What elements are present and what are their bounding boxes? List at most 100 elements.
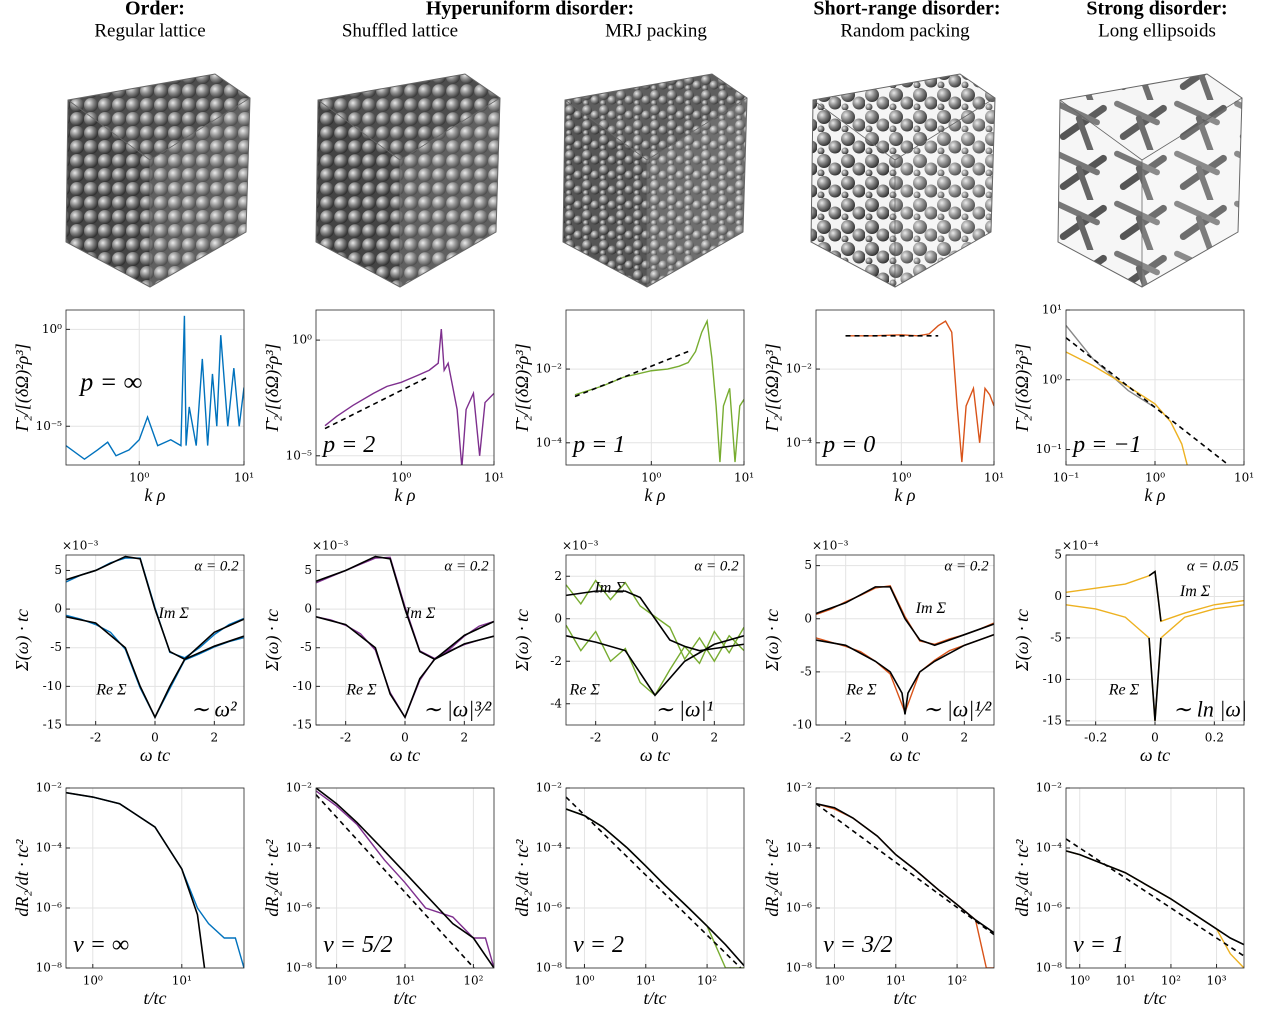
x-tick-label: 2: [461, 731, 469, 745]
chart-panel: 10⁰10¹10²10³10⁻⁸10⁻⁶10⁻⁴10⁻²t/tcdR₂/dt ·…: [1012, 781, 1244, 1009]
y-axis-label: Γ̄₂/[(δΩ)²ρ³]: [12, 343, 33, 432]
annotation: Im Σ: [158, 605, 190, 622]
x-tick-label: -2: [840, 731, 852, 745]
panel-title: MRJ packing: [605, 20, 707, 41]
x-tick-label: -2: [340, 731, 352, 745]
x-tick-label: 10²: [1161, 974, 1181, 988]
y-tick-label: 10⁻⁶: [786, 901, 813, 915]
y-axis-label: Γ̄₂/[(δΩ)²ρ³]: [262, 343, 283, 432]
y-tick-label: 10⁻²: [786, 781, 813, 795]
x-axis-label: ω tc: [390, 745, 420, 765]
annotation: Re Σ: [345, 682, 377, 699]
x-tick-label: 10¹: [172, 974, 192, 988]
y-tick-label: -10: [1043, 672, 1062, 686]
x-tick-label: 10¹: [886, 974, 906, 988]
y-axis-label: Γ̄₂/[(δΩ)²ρ³]: [1012, 343, 1033, 432]
axis-exponent: ×10⁻³: [562, 539, 599, 553]
y-tick-label: -5: [300, 640, 312, 654]
x-tick-label: 10¹: [484, 471, 504, 485]
annotation: ν = 1: [1073, 932, 1124, 958]
y-axis-label: dR₂/dt · tc²: [762, 839, 782, 917]
group-title: Strong disorder:: [1086, 0, 1227, 20]
annotation: α = 0.2: [944, 558, 989, 574]
y-tick-label: 10⁻²: [286, 781, 313, 795]
y-tick-label: 10⁻²: [36, 781, 63, 795]
y-tick-label: -5: [50, 640, 62, 654]
y-tick-label: -5: [800, 664, 812, 678]
x-tick-label: 2: [711, 731, 719, 745]
x-tick-label: 0: [401, 731, 409, 745]
figure: Order: Hyperuniform disorder: Short-rang…: [0, 0, 1276, 1020]
annotation: ν = 2: [573, 932, 624, 958]
x-tick-label: 10¹: [984, 471, 1004, 485]
y-axis-label: Σ(ω) · tc: [262, 609, 283, 672]
x-tick-label: 10⁰: [327, 974, 347, 988]
x-tick-label: 0: [1151, 731, 1159, 745]
structure-render: [1058, 74, 1242, 287]
x-tick-label: 10⁰: [574, 974, 594, 988]
y-tick-label: 0: [304, 602, 312, 616]
y-tick-label: 5: [804, 558, 812, 572]
x-tick-label: 10⁰: [1070, 974, 1090, 988]
y-tick-label: 10⁻⁸: [36, 961, 63, 975]
chart-panel: -0.200.2-15-10-505ω tcΣ(ω) · tc×10⁻⁴α = …: [1012, 539, 1247, 766]
x-axis-label: k ρ: [144, 485, 165, 505]
y-tick-label: 10⁻¹: [1036, 442, 1062, 456]
y-tick-label: 10⁻⁵: [36, 419, 63, 433]
y-tick-label: -15: [1043, 713, 1062, 727]
y-tick-label: 10⁻⁸: [1036, 961, 1063, 975]
panel-title: Long ellipsoids: [1098, 20, 1216, 41]
annotation: α = 0.05: [1187, 558, 1239, 574]
x-tick-label: 10¹: [395, 974, 415, 988]
y-axis-label: Σ(ω) · tc: [512, 609, 533, 672]
y-tick-label: 10⁰: [42, 322, 62, 336]
x-axis-label: k ρ: [644, 485, 665, 505]
y-axis-label: Γ̄₂/[(δΩ)²ρ³]: [762, 343, 783, 432]
y-axis-label: dR₂/dt · tc²: [262, 839, 282, 917]
y-axis-label: dR₂/dt · tc²: [1012, 839, 1032, 917]
x-axis-label: ω tc: [890, 745, 920, 765]
x-tick-label: 0.2: [1205, 731, 1224, 745]
y-tick-label: 5: [54, 563, 62, 577]
x-tick-label: -2: [590, 731, 602, 745]
axis-exponent: ×10⁻³: [812, 539, 849, 553]
annotation: α = 0.2: [694, 558, 739, 574]
x-axis-label: t/tc: [144, 988, 167, 1008]
y-axis-label: Σ(ω) · tc: [762, 609, 783, 672]
annotation: p = 0: [821, 432, 875, 458]
y-tick-label: 10⁻⁶: [286, 901, 313, 915]
y-tick-label: -10: [43, 679, 62, 693]
annotation: p = 2: [321, 432, 375, 458]
x-axis-label: t/tc: [894, 988, 917, 1008]
chart-panel: 10⁰10¹10⁻⁴10⁻²k ρΓ̄₂/[(δΩ)²ρ³]p = 0: [762, 310, 1004, 505]
x-tick-label: 10⁰: [824, 974, 844, 988]
annotation: Re Σ: [845, 682, 877, 699]
y-tick-label: 0: [1054, 589, 1062, 603]
x-tick-label: 10¹: [1234, 471, 1254, 485]
structure-render: [563, 74, 747, 287]
x-axis-label: t/tc: [644, 988, 667, 1008]
structure-render: [66, 74, 250, 287]
y-tick-label: -15: [293, 718, 312, 732]
y-tick-label: -4: [550, 696, 562, 710]
x-tick-label: 10⁰: [891, 471, 911, 485]
y-tick-label: 2: [554, 569, 562, 583]
chart-panel: 10⁰10¹10²10⁻⁸10⁻⁶10⁻⁴10⁻²t/tcdR₂/dt · tc…: [262, 781, 494, 1009]
x-tick-label: 10⁰: [1145, 471, 1165, 485]
x-axis-label: k ρ: [894, 485, 915, 505]
y-tick-label: 0: [804, 611, 812, 625]
y-tick-label: 10⁻⁵: [286, 448, 313, 462]
annotation: p = 1: [571, 432, 625, 458]
annotation: Im Σ: [593, 580, 625, 597]
x-tick-label: 10³: [1206, 974, 1226, 988]
panel-title: Random packing: [840, 20, 970, 41]
y-tick-label: 10⁻⁴: [536, 841, 563, 855]
annotation: α = 0.2: [444, 558, 489, 574]
y-tick-label: 10⁻⁴: [786, 841, 813, 855]
y-axis-label: Σ(ω) · tc: [1012, 609, 1033, 672]
y-axis-label: dR₂/dt · tc²: [512, 839, 532, 917]
y-tick-label: 10⁻⁴: [36, 841, 63, 855]
